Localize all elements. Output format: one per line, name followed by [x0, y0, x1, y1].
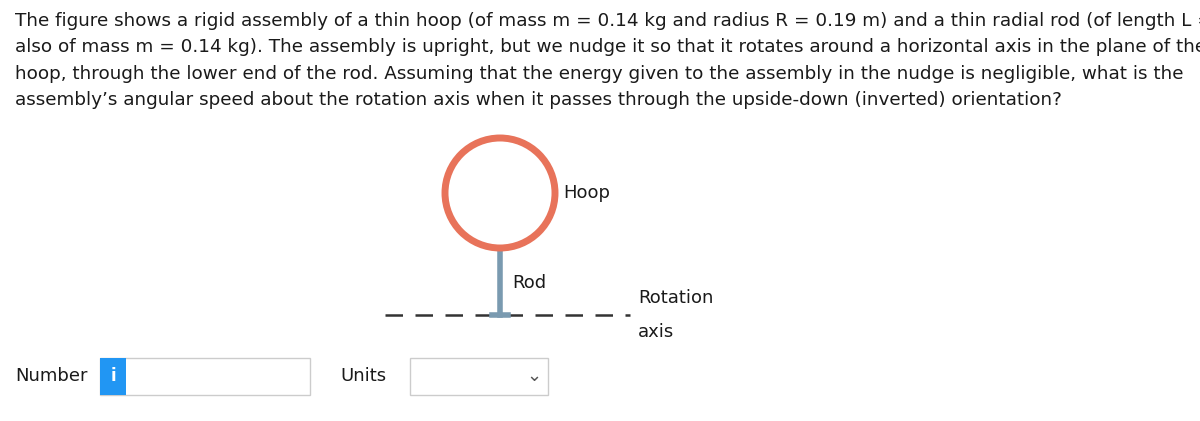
- Text: ⌄: ⌄: [527, 367, 541, 385]
- FancyBboxPatch shape: [410, 358, 548, 395]
- FancyBboxPatch shape: [100, 358, 310, 395]
- Text: Units: Units: [340, 367, 386, 385]
- Text: axis: axis: [638, 323, 674, 341]
- Text: Rod: Rod: [512, 274, 546, 292]
- Text: Rotation: Rotation: [638, 289, 713, 307]
- FancyBboxPatch shape: [100, 358, 126, 395]
- Text: Number: Number: [14, 367, 88, 385]
- Text: i: i: [110, 367, 116, 385]
- Text: Hoop: Hoop: [563, 184, 610, 202]
- Text: The figure shows a rigid assembly of a thin hoop (of mass m = 0.14 kg and radius: The figure shows a rigid assembly of a t…: [14, 12, 1200, 109]
